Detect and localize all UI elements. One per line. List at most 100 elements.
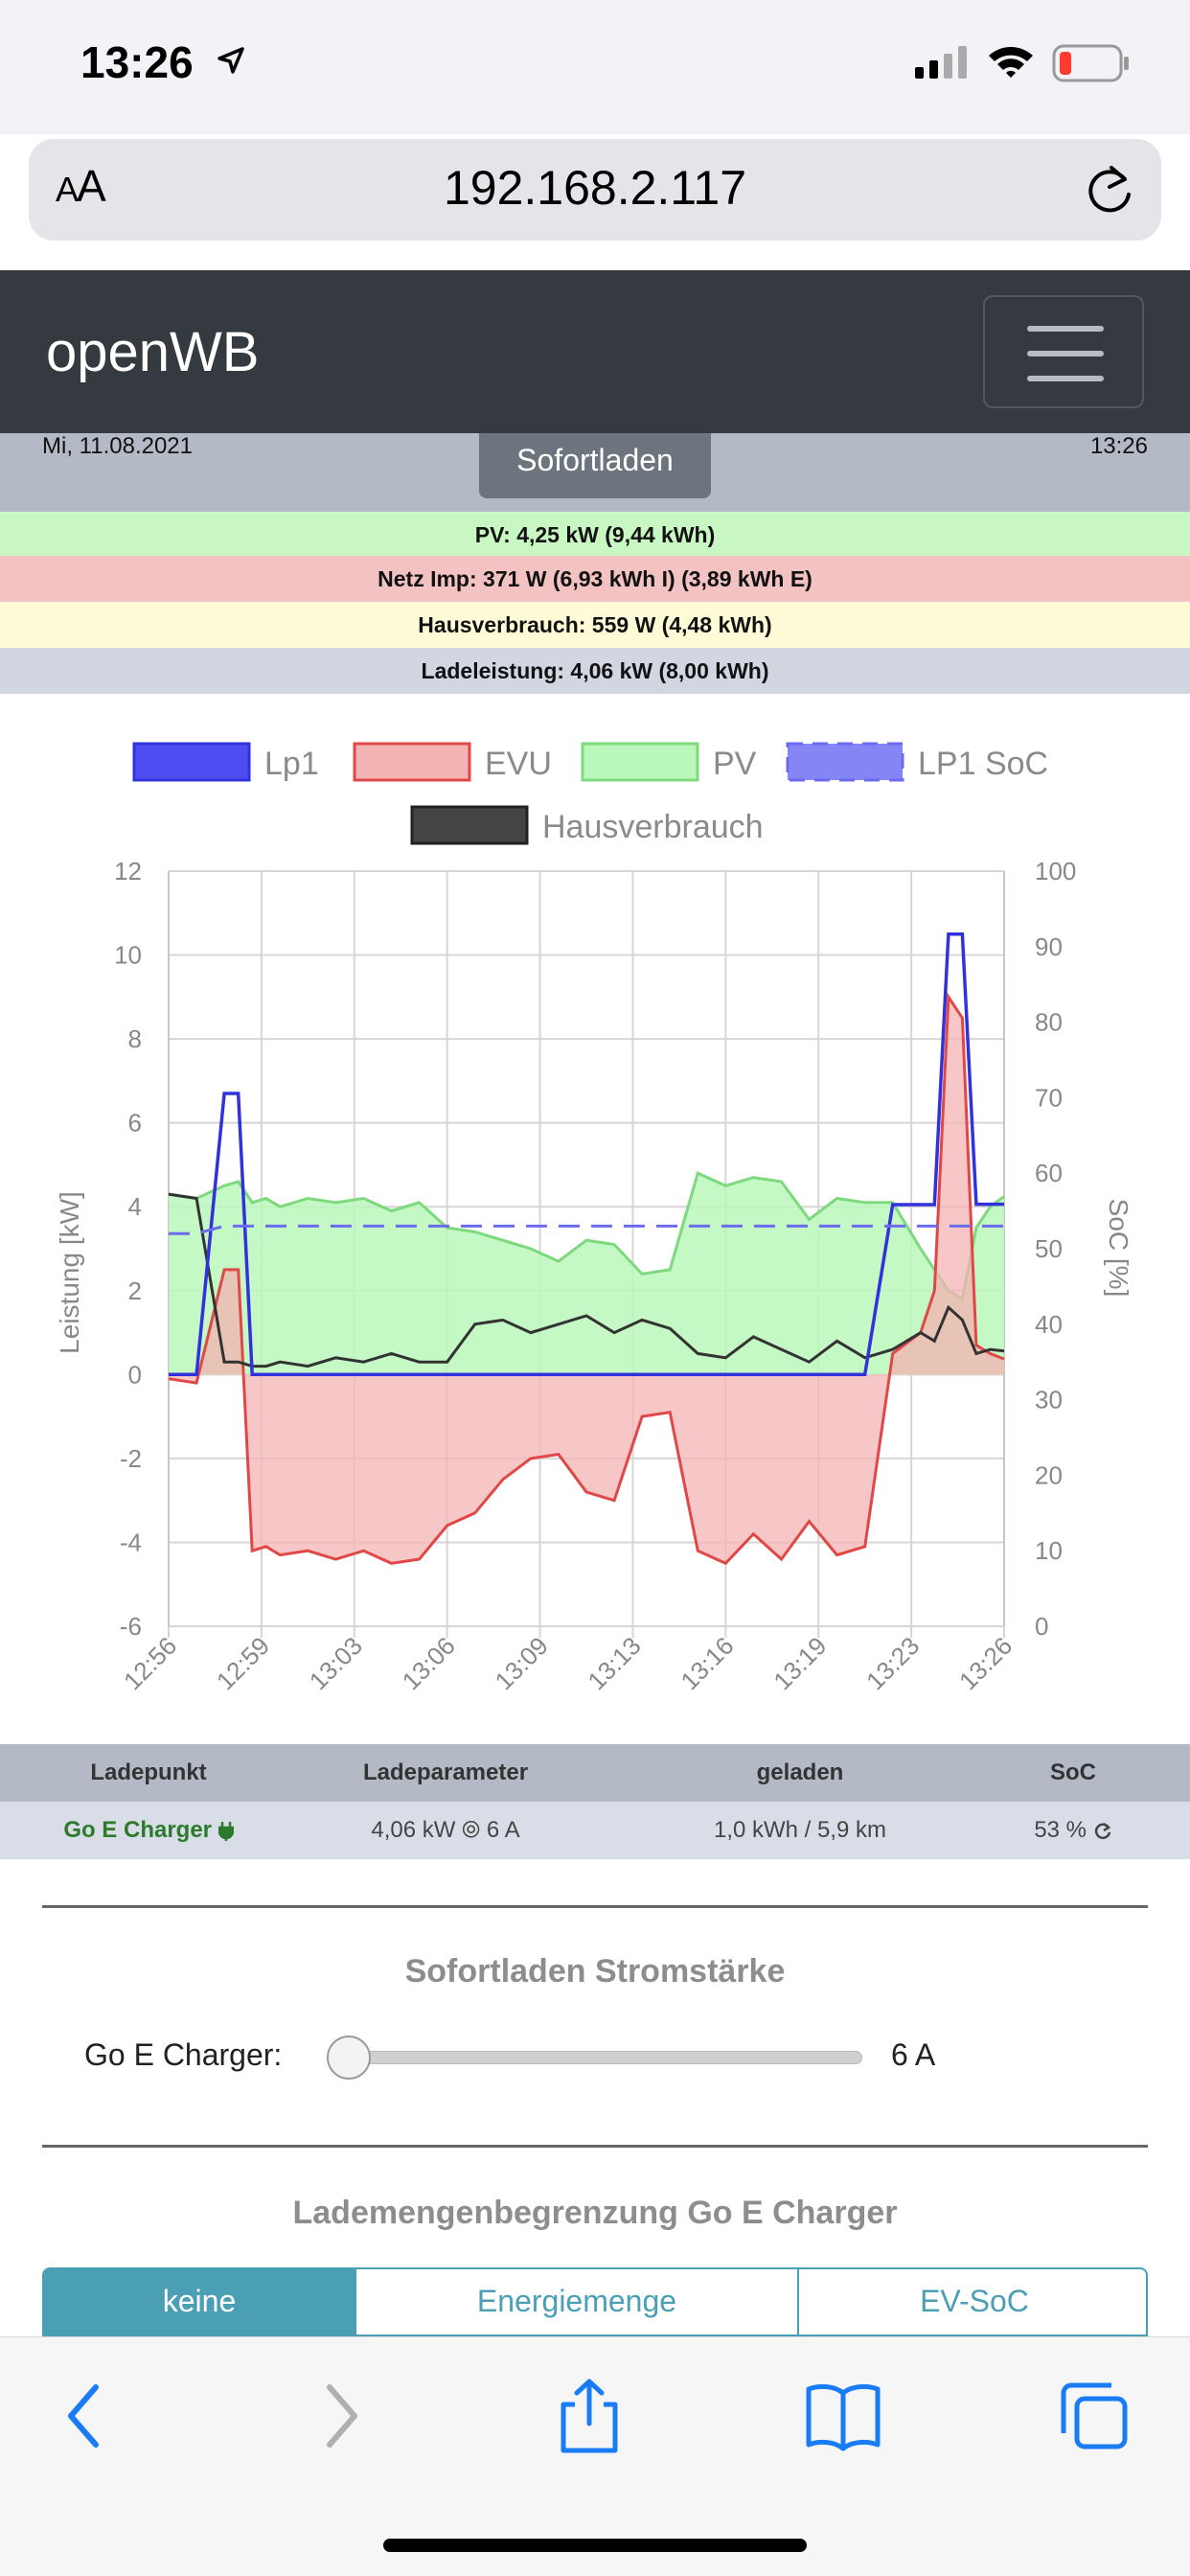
address-bar[interactable]: AA 192.168.2.117 <box>29 139 1161 241</box>
y2-tick-label: 10 <box>1035 1536 1063 1565</box>
y-tick-label: 4 <box>128 1192 142 1221</box>
legend-swatch-lp1[interactable] <box>132 742 251 782</box>
plug-icon <box>217 1821 234 1841</box>
home-indicator <box>383 2539 807 2552</box>
x-tick-label: 12:59 <box>211 1631 275 1695</box>
chargepoint-table-header: Ladepunkt Ladeparameter geladen SoC <box>0 1744 1190 1802</box>
y2-tick-label: 70 <box>1035 1083 1063 1112</box>
chargepoint-name-link[interactable]: Go E Charger <box>38 1802 259 1859</box>
divider <box>42 2145 1148 2148</box>
x-tick-label: 13:26 <box>953 1631 1018 1695</box>
col-header-soc: SoC <box>1050 1760 1096 1785</box>
legend-swatch-soc[interactable] <box>786 742 904 782</box>
legend-label-pv[interactable]: PV <box>713 746 757 782</box>
y2-axis-title: SoC [%] <box>1104 1199 1133 1298</box>
tab-energiemenge[interactable]: Energiemenge <box>355 2269 797 2334</box>
bookmarks-icon[interactable] <box>805 2378 881 2454</box>
y2-tick-label: 50 <box>1035 1234 1063 1263</box>
y-tick-label: -2 <box>120 1444 142 1473</box>
evu-line <box>168 992 1005 1566</box>
x-tick-label: 13:06 <box>397 1631 461 1695</box>
x-tick-label: 13:03 <box>304 1631 368 1695</box>
x-tick-label: 13:13 <box>582 1631 646 1695</box>
evu-area <box>169 997 1004 1564</box>
y-tick-label: 8 <box>128 1024 142 1053</box>
x-tick-label: 13:19 <box>767 1631 832 1695</box>
pv-area <box>169 1173 1004 1375</box>
menu-bar-icon <box>1027 351 1104 356</box>
soc-value[interactable]: 53 % <box>996 1802 1150 1859</box>
menu-bar-icon <box>1027 326 1104 332</box>
x-tick-label: 13:09 <box>490 1631 554 1695</box>
col-header-charged: geladen <box>756 1760 844 1785</box>
y2-tick-label: 30 <box>1035 1386 1063 1414</box>
location-arrow-icon <box>217 47 244 74</box>
pv-summary: PV: 4,25 kW (9,44 kWh) <box>0 512 1190 558</box>
y-tick-label: 2 <box>128 1276 142 1305</box>
col-header-chargepoint: Ladepunkt <box>90 1760 207 1785</box>
charger-slider-label: Go E Charger: <box>84 2037 283 2072</box>
divider <box>42 1905 1148 1908</box>
chart-ticks: 121086420-2-4-6100908070605040302010012:… <box>114 857 1076 1695</box>
y-tick-label: -4 <box>120 1528 142 1556</box>
chart-series <box>168 932 1005 1566</box>
url-text[interactable]: 192.168.2.117 <box>443 161 747 215</box>
cellular-signal-icon <box>915 46 967 79</box>
wifi-icon <box>989 47 1033 78</box>
share-icon[interactable] <box>556 2378 623 2454</box>
refresh-icon[interactable] <box>1093 1822 1112 1841</box>
y2-tick-label: 80 <box>1035 1008 1063 1037</box>
power-chart: Lp1 EVU PV LP1 SoC Hausverbrauch 12 10 8 6 4… <box>0 694 1190 1744</box>
legend-swatch-evu[interactable] <box>353 742 471 782</box>
tab-ev-soc[interactable]: EV-SoC <box>797 2269 1146 2334</box>
time-text: 13:26 <box>1089 433 1148 459</box>
forward-icon[interactable] <box>316 2378 364 2454</box>
limit-tabs: keine Energiemenge EV-SoC <box>42 2267 1148 2336</box>
current-slider-track[interactable] <box>347 2051 862 2064</box>
hausverbrauch-line <box>168 1192 1005 1368</box>
x-tick-label: 12:56 <box>118 1631 182 1695</box>
y2-tick-label: 100 <box>1035 857 1076 886</box>
reload-icon[interactable] <box>1083 162 1136 218</box>
legend-label-soc[interactable]: LP1 SoC <box>918 746 1048 782</box>
limit-section-title: Lademengenbegrenzung Go E Charger <box>292 2195 898 2231</box>
y-axis-title: Leistung [kW] <box>55 1191 84 1354</box>
battery-low-icon <box>1052 44 1129 82</box>
legend-label-evu[interactable]: EVU <box>485 746 552 782</box>
safari-toolbar <box>0 2336 1190 2576</box>
current-slider-thumb[interactable] <box>327 2036 371 2080</box>
legend-swatch-pv[interactable] <box>581 742 699 782</box>
y-tick-label: -6 <box>120 1612 142 1641</box>
y2-tick-label: 20 <box>1035 1460 1063 1489</box>
hamburger-menu-button[interactable] <box>983 295 1144 408</box>
charged-value: 1,0 kWh / 5,9 km <box>713 1817 887 1843</box>
y-tick-label: 12 <box>114 857 142 886</box>
y2-tick-label: 40 <box>1035 1310 1063 1339</box>
status-time: 13:26 <box>80 37 194 87</box>
menu-bar-icon <box>1027 376 1104 381</box>
y-tick-label: 10 <box>114 941 142 970</box>
pv-line <box>168 1171 1005 1301</box>
legend-swatch-hausverbrauch[interactable] <box>410 805 529 845</box>
back-icon[interactable] <box>61 2378 109 2454</box>
text-size-button[interactable]: AA <box>56 161 106 211</box>
brand-title[interactable]: openWB <box>46 321 260 383</box>
x-tick-label: 13:16 <box>675 1631 739 1695</box>
house-consumption-summary: Hausverbrauch: 559 W (4,48 kWh) <box>0 602 1190 648</box>
soc-line <box>169 1224 1004 1235</box>
tabs-icon[interactable] <box>1056 2378 1133 2454</box>
charging-power-summary: Ladeleistung: 4,06 kW (8,00 kWh) <box>0 648 1190 694</box>
charge-mode-button[interactable]: Sofortladen <box>479 433 711 498</box>
navbar: openWB <box>0 270 1190 433</box>
chart-legend: Lp1 EVU PV LP1 SoC Hausverbrauch <box>132 742 1048 845</box>
y2-tick-label: 90 <box>1035 932 1063 961</box>
legend-label-hausverbrauch[interactable]: Hausverbrauch <box>542 809 764 845</box>
legend-label-lp1[interactable]: Lp1 <box>264 746 319 782</box>
tab-keine[interactable]: keine <box>44 2269 355 2334</box>
date-text: Mi, 11.08.2021 <box>42 433 193 459</box>
info-header: Mi, 11.08.2021 Sofortladen 13:26 <box>0 433 1190 512</box>
y2-tick-label: 60 <box>1035 1159 1063 1187</box>
grid-summary: Netz Imp: 371 W (6,93 kWh I) (3,89 kWh E… <box>0 556 1190 602</box>
y-tick-label: 0 <box>128 1360 142 1389</box>
sofortladen-section-title: Sofortladen Stromstärke <box>404 1953 786 1990</box>
